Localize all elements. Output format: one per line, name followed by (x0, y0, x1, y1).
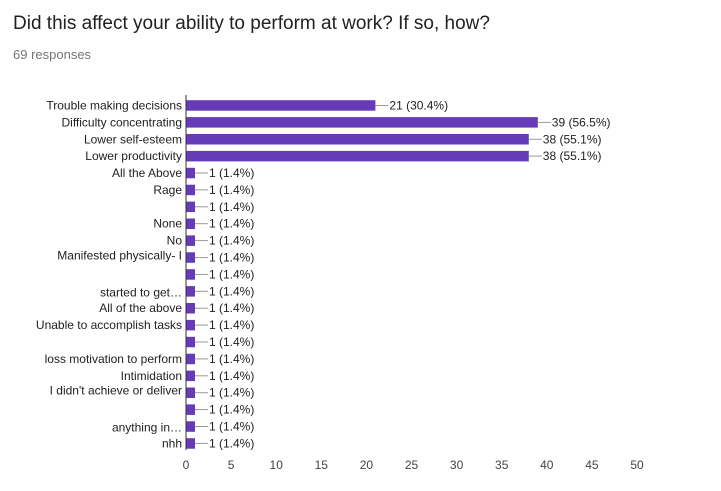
bar (186, 404, 195, 415)
x-tick-label: 45 (585, 458, 599, 472)
category-label: Trouble making decisions (46, 99, 182, 113)
bar (186, 370, 195, 382)
bar (186, 150, 529, 162)
category-label: Rage (153, 183, 182, 197)
bar (186, 438, 195, 449)
bar (186, 167, 195, 179)
x-tick-label: 15 (315, 458, 329, 472)
x-tick-label: 50 (630, 458, 644, 472)
data-label: 1 (1.4%) (209, 217, 254, 231)
category-label: None (153, 217, 182, 231)
bar (186, 100, 376, 111)
data-label: 1 (1.4%) (209, 284, 254, 298)
x-axis: 0 5 10 15 20 25 30 35 40 45 50 (183, 95, 644, 472)
category-label: Intimidation (121, 369, 182, 383)
bar (186, 218, 195, 229)
x-tick-label: 5 (228, 458, 235, 472)
data-label: 1 (1.4%) (209, 436, 254, 450)
data-label: 1 (1.4%) (209, 386, 254, 400)
bar (186, 269, 195, 280)
bar (186, 421, 195, 432)
category-label: Difficulty concentrating (61, 115, 182, 129)
bar (186, 235, 195, 246)
bar (186, 117, 538, 128)
data-label: 1 (1.4%) (209, 352, 254, 366)
bar (186, 201, 195, 213)
bar (186, 303, 195, 314)
bar (186, 336, 195, 348)
data-label: 38 (55.1%) (543, 149, 602, 163)
x-tick-label: 20 (360, 458, 374, 472)
x-tick-label: 40 (540, 458, 554, 472)
bar (186, 184, 195, 196)
bar (186, 286, 195, 297)
category-label: Lower productivity (85, 149, 182, 163)
category-label: No (167, 234, 183, 248)
data-label: 1 (1.4%) (209, 301, 254, 315)
data-label: 1 (1.4%) (209, 166, 254, 180)
bar (186, 353, 195, 365)
bars-group (186, 100, 538, 449)
data-label: 1 (1.4%) (209, 183, 254, 197)
data-label: 1 (1.4%) (209, 200, 254, 214)
data-label: 1 (1.4%) (209, 369, 254, 383)
data-label: 1 (1.4%) (209, 335, 254, 349)
page-title: Did this affect your ability to perform … (13, 13, 490, 34)
data-label: 1 (1.4%) (209, 234, 254, 248)
x-tick-label: 10 (270, 458, 284, 472)
category-label: I didn't achieve or deliver anything in… (50, 384, 182, 435)
data-label: 39 (56.5%) (552, 115, 611, 129)
bar (186, 319, 195, 331)
bar (186, 252, 195, 263)
category-label: Unable to accomplish tasks (36, 318, 182, 332)
x-tick-label: 30 (450, 458, 464, 472)
data-label: 1 (1.4%) (209, 267, 254, 281)
x-tick-label: 35 (495, 458, 509, 472)
category-label: nhh (162, 436, 182, 450)
category-label: All of the above (99, 301, 182, 315)
category-label: Lower self-esteem (84, 132, 182, 146)
bar (186, 387, 195, 398)
data-label: 1 (1.4%) (209, 318, 254, 332)
category-label: loss motivation to perform (45, 352, 182, 366)
data-label: 1 (1.4%) (209, 403, 254, 417)
response-count: 69 responses (13, 47, 92, 62)
data-label: 21 (30.4%) (389, 99, 448, 113)
category-label: All the Above (112, 166, 182, 180)
category-labels-group: Trouble making decisions Difficulty conce… (36, 99, 182, 451)
data-label: 1 (1.4%) (209, 420, 254, 434)
data-label: 1 (1.4%) (209, 251, 254, 265)
x-tick-label: 0 (183, 458, 190, 472)
data-labels-group: 21 (30.4%) 39 (56.5%) 38 (55.1%) 38 (55.1%)… (195, 99, 611, 450)
bar (186, 134, 529, 145)
x-tick-label: 25 (405, 458, 419, 472)
data-label: 38 (55.1%) (543, 132, 602, 146)
